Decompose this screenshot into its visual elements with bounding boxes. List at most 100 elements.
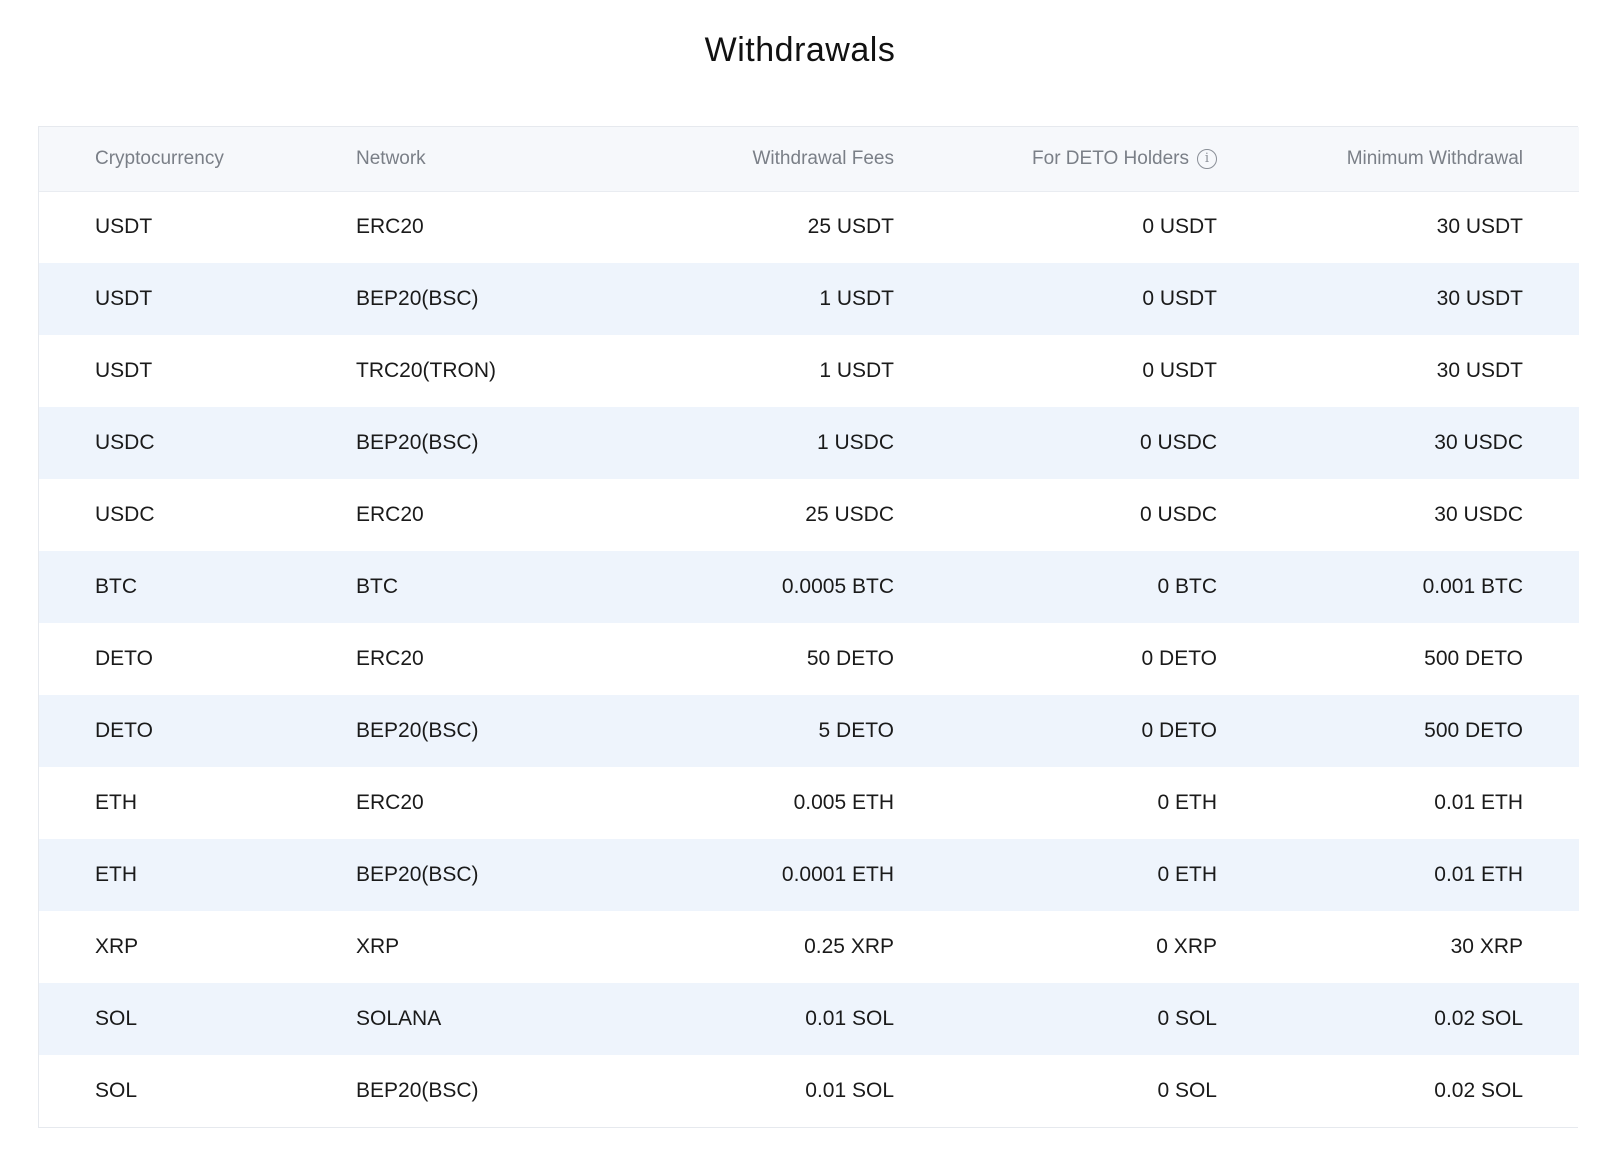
cell-withdrawal-fee: 25 USDC xyxy=(805,503,894,526)
cell-cryptocurrency: DETO xyxy=(95,647,153,670)
cell-minimum-withdrawal: 0.01 ETH xyxy=(1434,863,1523,886)
cell-minimum-withdrawal: 30 USDT xyxy=(1436,359,1523,382)
row-spacer-left xyxy=(39,191,95,263)
row-spacer-right xyxy=(1523,551,1579,623)
cell-minimum-withdrawal: 0.01 ETH xyxy=(1434,791,1523,814)
header-row: Cryptocurrency Network Withdrawal Fees F… xyxy=(39,127,1579,191)
row-spacer-left xyxy=(39,623,95,695)
cell-cryptocurrency: USDC xyxy=(95,431,155,454)
cell-cryptocurrency: BTC xyxy=(95,575,137,598)
table-row: USDT BEP20(BSC) 1 USDT 0 USDT 30 USDT xyxy=(39,263,1579,335)
header-cryptocurrency: Cryptocurrency xyxy=(95,147,224,169)
row-spacer-right xyxy=(1523,191,1579,263)
cell-deto-holder-fee: 0 USDC xyxy=(1139,503,1217,526)
cell-minimum-withdrawal: 500 DETO xyxy=(1424,719,1523,742)
row-spacer-right xyxy=(1523,695,1579,767)
withdrawals-table: Cryptocurrency Network Withdrawal Fees F… xyxy=(39,127,1579,1127)
cell-withdrawal-fee: 0.25 XRP xyxy=(804,935,894,958)
table-row: USDT ERC20 25 USDT 0 USDT 30 USDT xyxy=(39,191,1579,263)
cell-cryptocurrency: XRP xyxy=(95,935,139,958)
row-spacer-right xyxy=(1523,479,1579,551)
table-body: USDT ERC20 25 USDT 0 USDT 30 USDT USDT BEP20(B… xyxy=(39,191,1579,1127)
cell-deto-holder-fee: 0 USDT xyxy=(1142,215,1217,239)
cell-withdrawal-fee: 1 USDC xyxy=(816,431,894,454)
row-spacer-left xyxy=(39,983,95,1055)
cell-minimum-withdrawal: 30 USDT xyxy=(1436,215,1523,239)
cell-cryptocurrency: SOL xyxy=(95,1007,138,1030)
cell-withdrawal-fee: 1 USDT xyxy=(819,287,894,310)
row-spacer-left xyxy=(39,695,95,767)
row-spacer-right xyxy=(1523,407,1579,479)
cell-network: SOLANA xyxy=(356,1007,442,1030)
table-row: DETO BEP20(BSC) 5 DETO 0 DETO 500 DETO xyxy=(39,695,1579,767)
cell-minimum-withdrawal: 30 XRP xyxy=(1450,935,1523,958)
cell-cryptocurrency: USDC xyxy=(95,503,155,526)
cell-deto-holder-fee: 0 USDT xyxy=(1142,359,1217,382)
cell-minimum-withdrawal: 30 USDC xyxy=(1434,431,1523,454)
row-spacer-left xyxy=(39,335,95,407)
cell-network: XRP xyxy=(356,935,400,958)
cell-withdrawal-fee: 50 DETO xyxy=(806,647,894,670)
cell-network: BEP20(BSC) xyxy=(356,719,479,742)
row-spacer-right xyxy=(1523,335,1579,407)
cell-cryptocurrency: SOL xyxy=(95,1079,138,1102)
cell-deto-holder-fee: 0 ETH xyxy=(1157,791,1217,814)
cell-minimum-withdrawal: 30 USDT xyxy=(1436,287,1523,310)
cell-minimum-withdrawal: 500 DETO xyxy=(1424,647,1523,670)
cell-withdrawal-fee: 5 DETO xyxy=(818,719,894,742)
cell-network: BTC xyxy=(356,575,398,598)
cell-deto-holder-fee: 0 USDT xyxy=(1142,287,1217,310)
cell-withdrawal-fee: 0.01 SOL xyxy=(805,1007,894,1030)
withdrawals-table-container: Cryptocurrency Network Withdrawal Fees F… xyxy=(38,126,1579,1128)
table-header: Cryptocurrency Network Withdrawal Fees F… xyxy=(39,127,1579,191)
cell-network: ERC20 xyxy=(356,647,424,670)
cell-minimum-withdrawal: 0.001 BTC xyxy=(1422,575,1523,598)
cell-deto-holder-fee: 0 SOL xyxy=(1157,1079,1217,1102)
cell-minimum-withdrawal: 0.02 SOL xyxy=(1434,1079,1523,1102)
row-spacer-left xyxy=(39,407,95,479)
row-spacer-left xyxy=(39,767,95,839)
cell-minimum-withdrawal: 0.02 SOL xyxy=(1434,1007,1523,1030)
row-spacer-left xyxy=(39,839,95,911)
row-spacer-right xyxy=(1523,1055,1579,1127)
row-spacer-left xyxy=(39,263,95,335)
row-spacer-right xyxy=(1523,623,1579,695)
table-row: SOL SOLANA 0.01 SOL 0 SOL 0.02 SOL xyxy=(39,983,1579,1055)
header-withdrawal-fees: Withdrawal Fees xyxy=(752,147,895,169)
table-row: DETO ERC20 50 DETO 0 DETO 500 DETO xyxy=(39,623,1579,695)
row-spacer-right xyxy=(1523,263,1579,335)
row-spacer-left xyxy=(39,1055,95,1127)
table-row: USDT TRC20(TRON) 1 USDT 0 USDT 30 USDT xyxy=(39,335,1579,407)
cell-deto-holder-fee: 0 BTC xyxy=(1157,575,1217,598)
table-row: USDC ERC20 25 USDC 0 USDC 30 USDC xyxy=(39,479,1579,551)
cell-cryptocurrency: ETH xyxy=(95,791,137,814)
row-spacer-left xyxy=(39,551,95,623)
cell-deto-holder-fee: 0 DETO xyxy=(1141,719,1217,742)
cell-withdrawal-fee: 1 USDT xyxy=(819,359,894,382)
cell-withdrawal-fee: 0.01 SOL xyxy=(805,1079,894,1102)
table-row: USDC BEP20(BSC) 1 USDC 0 USDC 30 USDC xyxy=(39,407,1579,479)
table-row: ETH BEP20(BSC) 0.0001 ETH 0 ETH 0.01 ETH xyxy=(39,839,1579,911)
cell-deto-holder-fee: 0 DETO xyxy=(1141,647,1217,670)
cell-network: BEP20(BSC) xyxy=(356,863,479,886)
cell-network: BEP20(BSC) xyxy=(356,287,479,310)
table-row: SOL BEP20(BSC) 0.01 SOL 0 SOL 0.02 SOL xyxy=(39,1055,1579,1127)
header-for-deto-holders-label: For DETO Holders xyxy=(1032,147,1189,169)
cell-network: BEP20(BSC) xyxy=(356,431,479,454)
header-for-deto-holders: For DETO Holders i xyxy=(894,127,1217,191)
cell-cryptocurrency: USDT xyxy=(95,287,153,310)
cell-withdrawal-fee: 0.0001 ETH xyxy=(781,863,894,886)
row-spacer-left xyxy=(39,911,95,983)
table-row: ETH ERC20 0.005 ETH 0 ETH 0.01 ETH xyxy=(39,767,1579,839)
page-title: Withdrawals xyxy=(704,31,896,69)
info-icon[interactable]: i xyxy=(1197,148,1217,169)
cell-withdrawal-fee: 25 USDT xyxy=(807,215,894,239)
row-spacer-right xyxy=(1523,983,1579,1055)
header-network: Network xyxy=(356,147,426,169)
cell-deto-holder-fee: 0 ETH xyxy=(1157,863,1217,886)
cell-network: ERC20 xyxy=(356,215,424,239)
cell-network: ERC20 xyxy=(356,503,424,526)
row-spacer-right xyxy=(1523,839,1579,911)
row-spacer-left xyxy=(39,479,95,551)
cell-deto-holder-fee: 0 SOL xyxy=(1157,1007,1217,1030)
